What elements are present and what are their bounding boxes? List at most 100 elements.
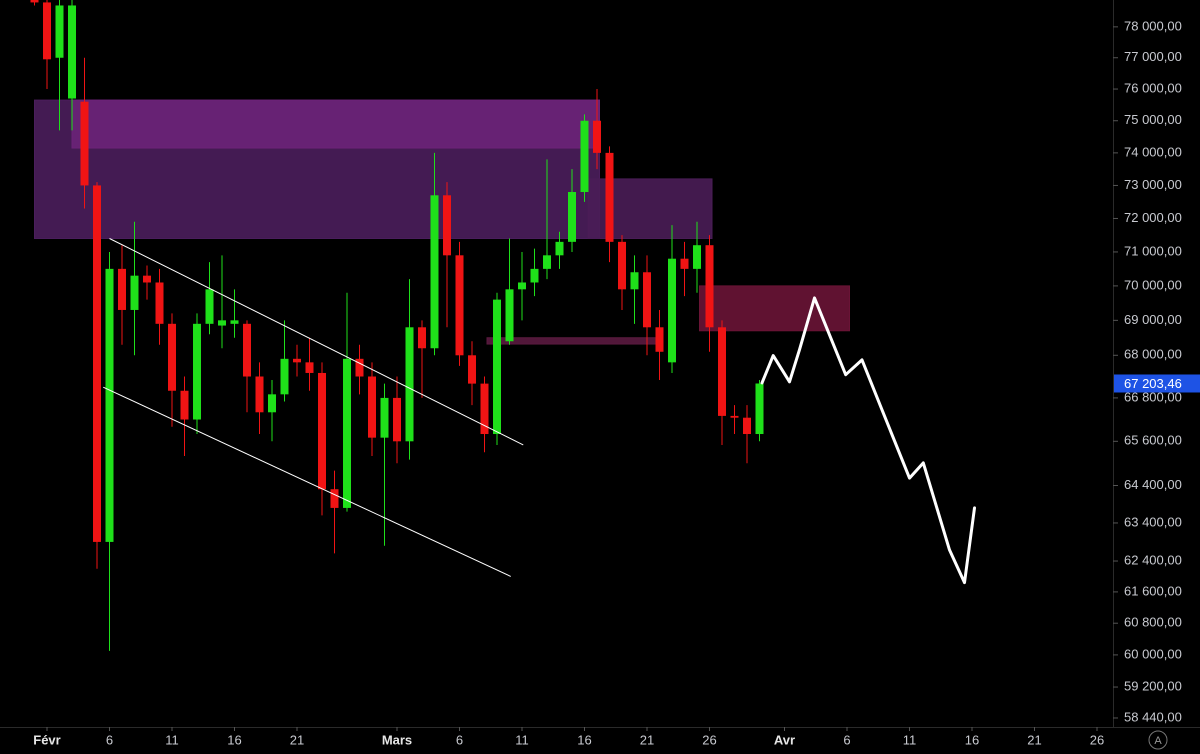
candle-body — [455, 255, 464, 356]
y-tick-label: 62 400,00 — [1124, 552, 1182, 567]
y-tick-label: 69 000,00 — [1124, 312, 1182, 327]
candles — [30, 0, 764, 651]
x-tick-label: 16 — [965, 732, 979, 747]
x-tick-label: 11 — [165, 732, 179, 747]
candle-body — [205, 289, 214, 324]
candle-body — [93, 185, 101, 542]
x-tick-label: 21 — [1027, 732, 1041, 747]
candle-body — [268, 394, 276, 413]
candle-body — [105, 268, 114, 542]
axes: 78 000,00 77 000,00 76 000,00 75 000,00 74 0… — [33, 18, 1200, 747]
candle-body — [293, 358, 301, 363]
y-tick-label: 77 000,00 — [1124, 49, 1182, 64]
x-tick-label: Févr — [33, 732, 60, 747]
x-tick-label: Avr — [774, 732, 795, 747]
candle-body — [243, 323, 251, 377]
zone — [71, 99, 600, 149]
candle-body — [180, 390, 189, 420]
candle-body — [705, 245, 714, 328]
candle-body — [193, 323, 201, 420]
y-tick-label: 64 400,00 — [1124, 477, 1182, 492]
candle-body — [680, 258, 689, 269]
candle-body — [580, 120, 589, 193]
y-tick-label: 72 000,00 — [1124, 210, 1182, 225]
x-tick-label: 21 — [290, 732, 304, 747]
candle-body — [318, 372, 326, 490]
candle-body — [568, 192, 576, 242]
x-tick-label: Mars — [382, 732, 412, 747]
candle-body — [55, 5, 64, 58]
last-price-box — [1114, 374, 1200, 393]
candle-body — [130, 275, 139, 310]
overlay — [103, 238, 976, 585]
y-tick-label: 65 600,00 — [1124, 433, 1182, 448]
y-tick-label: 73 000,00 — [1124, 177, 1182, 192]
candle-body — [405, 327, 414, 442]
candle-body — [730, 415, 739, 418]
candle-body — [718, 327, 726, 416]
y-tick-label: 63 400,00 — [1124, 514, 1182, 529]
y-tick-label: 60 000,00 — [1124, 646, 1182, 661]
candle-body — [330, 489, 339, 508]
last-price-label: 67 203,46 — [1124, 376, 1182, 391]
candle-body — [555, 241, 564, 256]
candle-body — [393, 397, 401, 442]
candle-body — [168, 323, 176, 391]
candle-body — [755, 383, 764, 435]
candle-body — [480, 383, 489, 435]
x-tick-label: 6 — [843, 732, 850, 747]
candle-body — [618, 241, 626, 290]
y-tick-label: 74 000,00 — [1124, 144, 1182, 159]
y-tick-label: 78 000,00 — [1124, 18, 1182, 33]
candle-body — [643, 272, 651, 328]
x-tick-label: 26 — [702, 732, 716, 747]
candle-body — [693, 245, 701, 269]
candle-body — [493, 299, 501, 435]
auto-scale-label[interactable]: A — [1154, 735, 1162, 747]
candle-body — [255, 376, 264, 413]
auto-scale-circle[interactable] — [1148, 730, 1168, 750]
candle-body — [355, 358, 364, 377]
projection-path — [760, 296, 976, 585]
candle-body — [443, 195, 451, 256]
y-tick-label: 75 000,00 — [1124, 112, 1182, 127]
auto-scale-button[interactable]: A — [1148, 730, 1168, 750]
candle-body — [593, 120, 601, 153]
y-tick-label: 58 440,00 — [1124, 709, 1182, 724]
candle-body — [518, 282, 526, 290]
x-tick-label: 11 — [903, 732, 917, 747]
y-tick-label: 61 600,00 — [1124, 583, 1182, 598]
y-tick-label: 76 000,00 — [1124, 80, 1182, 95]
candle-body — [30, 0, 39, 3]
candle-body — [530, 268, 539, 283]
candle-body — [305, 362, 314, 373]
candle-body — [468, 355, 476, 384]
x-tick-label: 16 — [227, 732, 241, 747]
x-tick-label: 26 — [1090, 732, 1104, 747]
candle-body — [630, 272, 639, 290]
candle-body — [118, 268, 126, 310]
y-tick-label: 70 000,00 — [1124, 277, 1182, 292]
candle-body — [368, 376, 376, 438]
candle-body — [668, 258, 676, 363]
trend-line — [103, 386, 511, 577]
candle-body — [543, 255, 551, 269]
candle-body — [230, 320, 239, 324]
candle-body — [43, 2, 51, 60]
candle-body — [68, 5, 76, 99]
y-tick-label: 71 000,00 — [1124, 243, 1182, 258]
y-tick-label: 68 000,00 — [1124, 347, 1182, 362]
y-tick-label: 60 800,00 — [1124, 615, 1182, 630]
candle-body — [343, 358, 351, 508]
candle-body — [155, 282, 164, 324]
candle-body — [80, 101, 89, 186]
candle-body — [143, 275, 151, 283]
trend-line — [109, 238, 524, 446]
candle-body — [418, 327, 426, 349]
candle-body — [655, 327, 664, 352]
candle-body — [280, 358, 289, 395]
x-tick-label: 6 — [456, 732, 463, 747]
candle-body — [430, 195, 439, 349]
